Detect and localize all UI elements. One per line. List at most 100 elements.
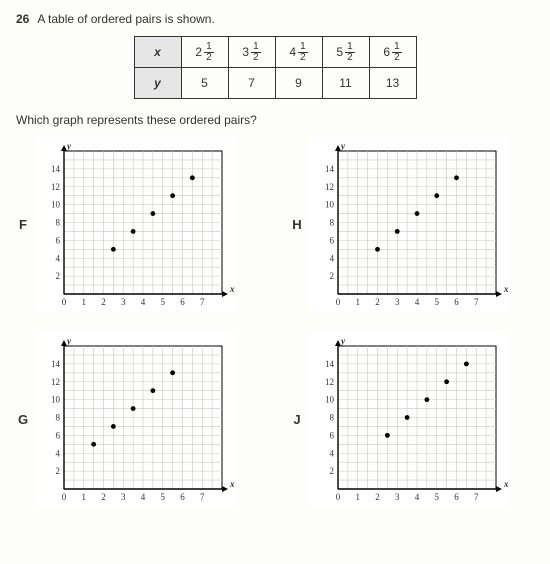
svg-text:x: x <box>229 479 235 489</box>
svg-text:7: 7 <box>474 492 479 502</box>
option-letter: J <box>290 412 304 427</box>
row-label-y: y <box>134 68 181 99</box>
chart-cell-f: F 012345672468101214yx <box>16 137 260 312</box>
svg-text:12: 12 <box>51 377 60 387</box>
svg-text:5: 5 <box>161 492 166 502</box>
y-cell: 13 <box>369 68 416 99</box>
svg-text:10: 10 <box>325 200 335 210</box>
question-number: 26 <box>16 12 29 26</box>
svg-text:6: 6 <box>56 430 61 440</box>
svg-text:6: 6 <box>454 492 459 502</box>
svg-text:2: 2 <box>56 271 61 281</box>
svg-text:1: 1 <box>356 297 361 307</box>
x-cell: 212 <box>181 37 228 68</box>
table-row: y 5 7 9 11 13 <box>134 68 416 99</box>
option-letter: F <box>16 217 30 232</box>
y-cell: 5 <box>181 68 228 99</box>
svg-text:3: 3 <box>395 297 400 307</box>
svg-text:6: 6 <box>330 430 335 440</box>
svg-text:1: 1 <box>82 297 87 307</box>
svg-text:2: 2 <box>330 466 335 476</box>
svg-text:0: 0 <box>62 297 67 307</box>
x-cell: 312 <box>228 37 275 68</box>
svg-text:1: 1 <box>82 492 87 502</box>
svg-text:8: 8 <box>56 218 61 228</box>
svg-text:y: y <box>66 336 72 346</box>
svg-text:12: 12 <box>51 182 60 192</box>
svg-text:6: 6 <box>56 235 61 245</box>
svg-text:6: 6 <box>454 297 459 307</box>
charts-grid: F 012345672468101214yx H 012345672468101… <box>16 137 534 507</box>
svg-text:12: 12 <box>325 377 334 387</box>
svg-text:5: 5 <box>161 297 166 307</box>
svg-text:2: 2 <box>56 466 61 476</box>
svg-text:4: 4 <box>330 448 335 458</box>
svg-text:y: y <box>340 336 346 346</box>
table-row: x 212 312 412 512 612 <box>134 37 416 68</box>
svg-text:12: 12 <box>325 182 334 192</box>
chart-g: 012345672468101214yx <box>36 332 236 507</box>
svg-text:6: 6 <box>330 235 335 245</box>
svg-text:14: 14 <box>325 164 335 174</box>
svg-text:3: 3 <box>121 297 126 307</box>
svg-text:4: 4 <box>330 253 335 263</box>
option-letter: G <box>16 412 30 427</box>
svg-text:5: 5 <box>435 492 440 502</box>
svg-text:0: 0 <box>62 492 67 502</box>
chart-cell-h: H 012345672468101214yx <box>290 137 534 312</box>
chart-h: 012345672468101214yx <box>310 137 510 312</box>
svg-text:3: 3 <box>395 492 400 502</box>
question-row: 26 A table of ordered pairs is shown. <box>16 12 534 26</box>
svg-text:5: 5 <box>435 297 440 307</box>
svg-text:2: 2 <box>375 492 380 502</box>
svg-text:x: x <box>503 284 509 294</box>
svg-text:2: 2 <box>101 492 106 502</box>
svg-text:1: 1 <box>356 492 361 502</box>
svg-text:7: 7 <box>200 297 205 307</box>
svg-text:2: 2 <box>330 271 335 281</box>
svg-text:6: 6 <box>180 492 185 502</box>
svg-text:7: 7 <box>200 492 205 502</box>
chart-cell-j: J 012345672468101214yx <box>290 332 534 507</box>
svg-text:x: x <box>503 479 509 489</box>
svg-text:y: y <box>66 141 72 151</box>
svg-text:10: 10 <box>51 395 61 405</box>
svg-text:4: 4 <box>415 297 420 307</box>
option-letter: H <box>290 217 304 232</box>
data-table-wrap: x 212 312 412 512 612 y 5 7 9 11 13 <box>16 36 534 99</box>
y-cell: 9 <box>275 68 322 99</box>
svg-text:10: 10 <box>51 200 61 210</box>
svg-text:7: 7 <box>474 297 479 307</box>
svg-text:4: 4 <box>56 253 61 263</box>
question-subprompt: Which graph represents these ordered pai… <box>16 113 534 127</box>
svg-text:8: 8 <box>56 413 61 423</box>
svg-text:10: 10 <box>325 395 335 405</box>
svg-text:4: 4 <box>56 448 61 458</box>
svg-text:4: 4 <box>141 492 146 502</box>
svg-text:8: 8 <box>330 218 335 228</box>
row-label-x: x <box>134 37 181 68</box>
svg-text:14: 14 <box>51 359 61 369</box>
y-cell: 7 <box>228 68 275 99</box>
svg-text:14: 14 <box>325 359 335 369</box>
x-cell: 512 <box>322 37 369 68</box>
svg-text:0: 0 <box>336 492 341 502</box>
chart-f: 012345672468101214yx <box>36 137 236 312</box>
svg-text:6: 6 <box>180 297 185 307</box>
svg-text:8: 8 <box>330 413 335 423</box>
question-prompt: A table of ordered pairs is shown. <box>37 12 214 26</box>
svg-text:x: x <box>229 284 235 294</box>
x-cell: 612 <box>369 37 416 68</box>
svg-text:4: 4 <box>141 297 146 307</box>
svg-text:3: 3 <box>121 492 126 502</box>
data-table: x 212 312 412 512 612 y 5 7 9 11 13 <box>134 36 417 99</box>
svg-text:2: 2 <box>101 297 106 307</box>
svg-text:4: 4 <box>415 492 420 502</box>
chart-j: 012345672468101214yx <box>310 332 510 507</box>
svg-text:0: 0 <box>336 297 341 307</box>
y-cell: 11 <box>322 68 369 99</box>
x-cell: 412 <box>275 37 322 68</box>
chart-cell-g: G 012345672468101214yx <box>16 332 260 507</box>
svg-text:14: 14 <box>51 164 61 174</box>
svg-text:y: y <box>340 141 346 151</box>
